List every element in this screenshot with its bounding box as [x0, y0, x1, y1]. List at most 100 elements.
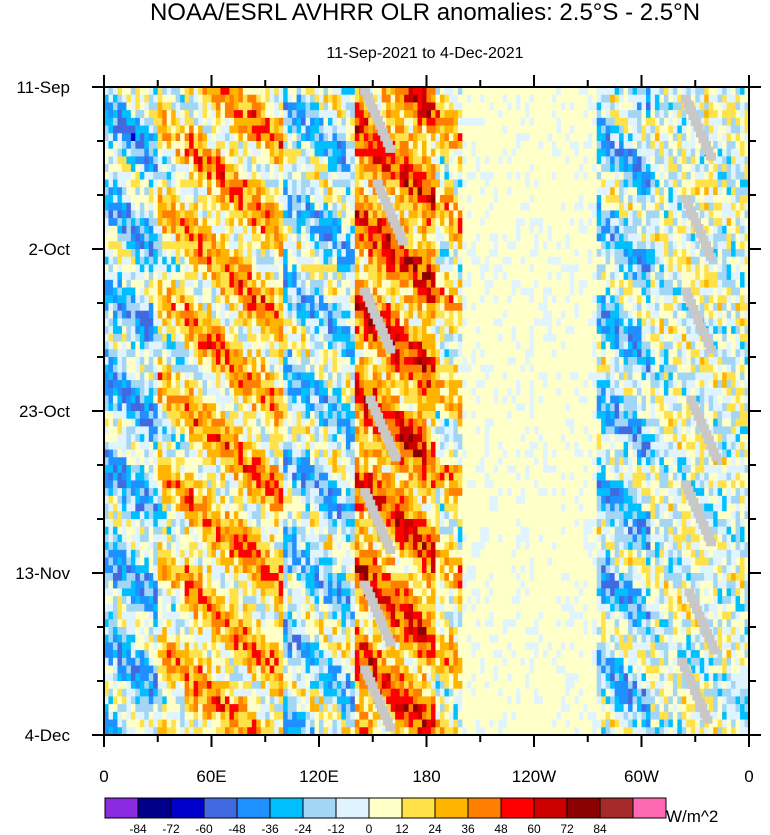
anomaly-cell: [413, 126, 418, 134]
anomaly-cell: [655, 180, 660, 188]
anomaly-cell: [538, 241, 543, 249]
anomaly-cell: [377, 149, 382, 157]
anomaly-cell: [650, 288, 655, 296]
anomaly-cell: [113, 311, 118, 319]
anomaly-cell: [171, 149, 176, 157]
anomaly-cell: [359, 272, 364, 280]
anomaly-cell: [494, 288, 499, 296]
anomaly-cell: [328, 295, 333, 303]
anomaly-cell: [449, 172, 454, 180]
anomaly-cell: [310, 210, 315, 218]
anomaly-cell: [346, 311, 351, 319]
anomaly-cell: [650, 126, 655, 134]
anomaly-cell: [494, 257, 499, 265]
anomaly-cell: [740, 87, 745, 95]
anomaly-cell: [117, 311, 122, 319]
anomaly-cell: [158, 203, 163, 211]
anomaly-cell: [404, 326, 409, 334]
anomaly-cell: [592, 149, 597, 157]
anomaly-cell: [579, 180, 584, 188]
anomaly-cell: [198, 241, 203, 249]
anomaly-cell: [664, 102, 669, 110]
anomaly-cell: [265, 203, 270, 211]
anomaly-cell: [530, 280, 535, 288]
anomaly-cell: [391, 187, 396, 195]
anomaly-cell: [615, 234, 620, 242]
anomaly-cell: [247, 280, 252, 288]
anomaly-cell: [476, 195, 481, 203]
anomaly-cell: [494, 241, 499, 249]
anomaly-cell: [731, 249, 736, 257]
anomaly-cell: [471, 272, 476, 280]
anomaly-cell: [113, 210, 118, 218]
anomaly-cell: [583, 187, 588, 195]
anomaly-cell: [167, 226, 172, 234]
anomaly-cell: [668, 234, 673, 242]
anomaly-cell: [243, 257, 248, 265]
anomaly-cell: [153, 164, 158, 172]
anomaly-cell: [350, 349, 355, 357]
anomaly-cell: [494, 326, 499, 334]
anomaly-cell: [736, 318, 741, 326]
anomaly-cell: [108, 349, 113, 357]
anomaly-cell: [659, 326, 664, 334]
anomaly-cell: [736, 95, 741, 103]
anomaly-cell: [606, 149, 611, 157]
anomaly-cell: [462, 318, 467, 326]
anomaly-cell: [538, 118, 543, 126]
anomaly-cell: [220, 272, 225, 280]
anomaly-cell: [252, 264, 257, 272]
anomaly-cell: [297, 280, 302, 288]
anomaly-cell: [512, 318, 517, 326]
anomaly-cell: [462, 210, 467, 218]
anomaly-cell: [207, 133, 212, 141]
anomaly-cell: [395, 349, 400, 357]
anomaly-cell: [153, 172, 158, 180]
anomaly-cell: [583, 257, 588, 265]
anomaly-cell: [449, 180, 454, 188]
anomaly-cell: [131, 326, 136, 334]
anomaly-cell: [597, 288, 602, 296]
anomaly-cell: [332, 249, 337, 257]
anomaly-cell: [565, 249, 570, 257]
anomaly-cell: [668, 342, 673, 350]
anomaly-cell: [588, 288, 593, 296]
anomaly-cell: [270, 280, 275, 288]
anomaly-cell: [664, 203, 669, 211]
anomaly-cell: [503, 110, 508, 118]
anomaly-cell: [203, 118, 208, 126]
anomaly-cell: [386, 264, 391, 272]
anomaly-cell: [610, 303, 615, 311]
anomaly-cell: [413, 334, 418, 342]
anomaly-cell: [471, 133, 476, 141]
anomaly-cell: [310, 126, 315, 134]
anomaly-cell: [359, 126, 364, 134]
anomaly-cell: [498, 280, 503, 288]
anomaly-cell: [171, 288, 176, 296]
anomaly-cell: [615, 172, 620, 180]
anomaly-cell: [194, 272, 199, 280]
anomaly-cell: [606, 95, 611, 103]
anomaly-cell: [646, 234, 651, 242]
anomaly-cell: [203, 180, 208, 188]
anomaly-cell: [646, 187, 651, 195]
anomaly-cell: [279, 110, 284, 118]
anomaly-cell: [556, 303, 561, 311]
anomaly-cell: [704, 218, 709, 226]
anomaly-cell: [135, 133, 140, 141]
anomaly-cell: [516, 280, 521, 288]
anomaly-cell: [538, 164, 543, 172]
anomaly-cell: [274, 95, 279, 103]
anomaly-cell: [677, 172, 682, 180]
anomaly-cell: [512, 295, 517, 303]
anomaly-cell: [162, 234, 167, 242]
anomaly-cell: [619, 334, 624, 342]
anomaly-cell: [691, 149, 696, 157]
anomaly-cell: [503, 156, 508, 164]
anomaly-cell: [404, 249, 409, 257]
anomaly-cell: [740, 187, 745, 195]
anomaly-cell: [512, 349, 517, 357]
anomaly-cell: [216, 264, 221, 272]
anomaly-cell: [144, 210, 149, 218]
anomaly-cell: [279, 257, 284, 265]
